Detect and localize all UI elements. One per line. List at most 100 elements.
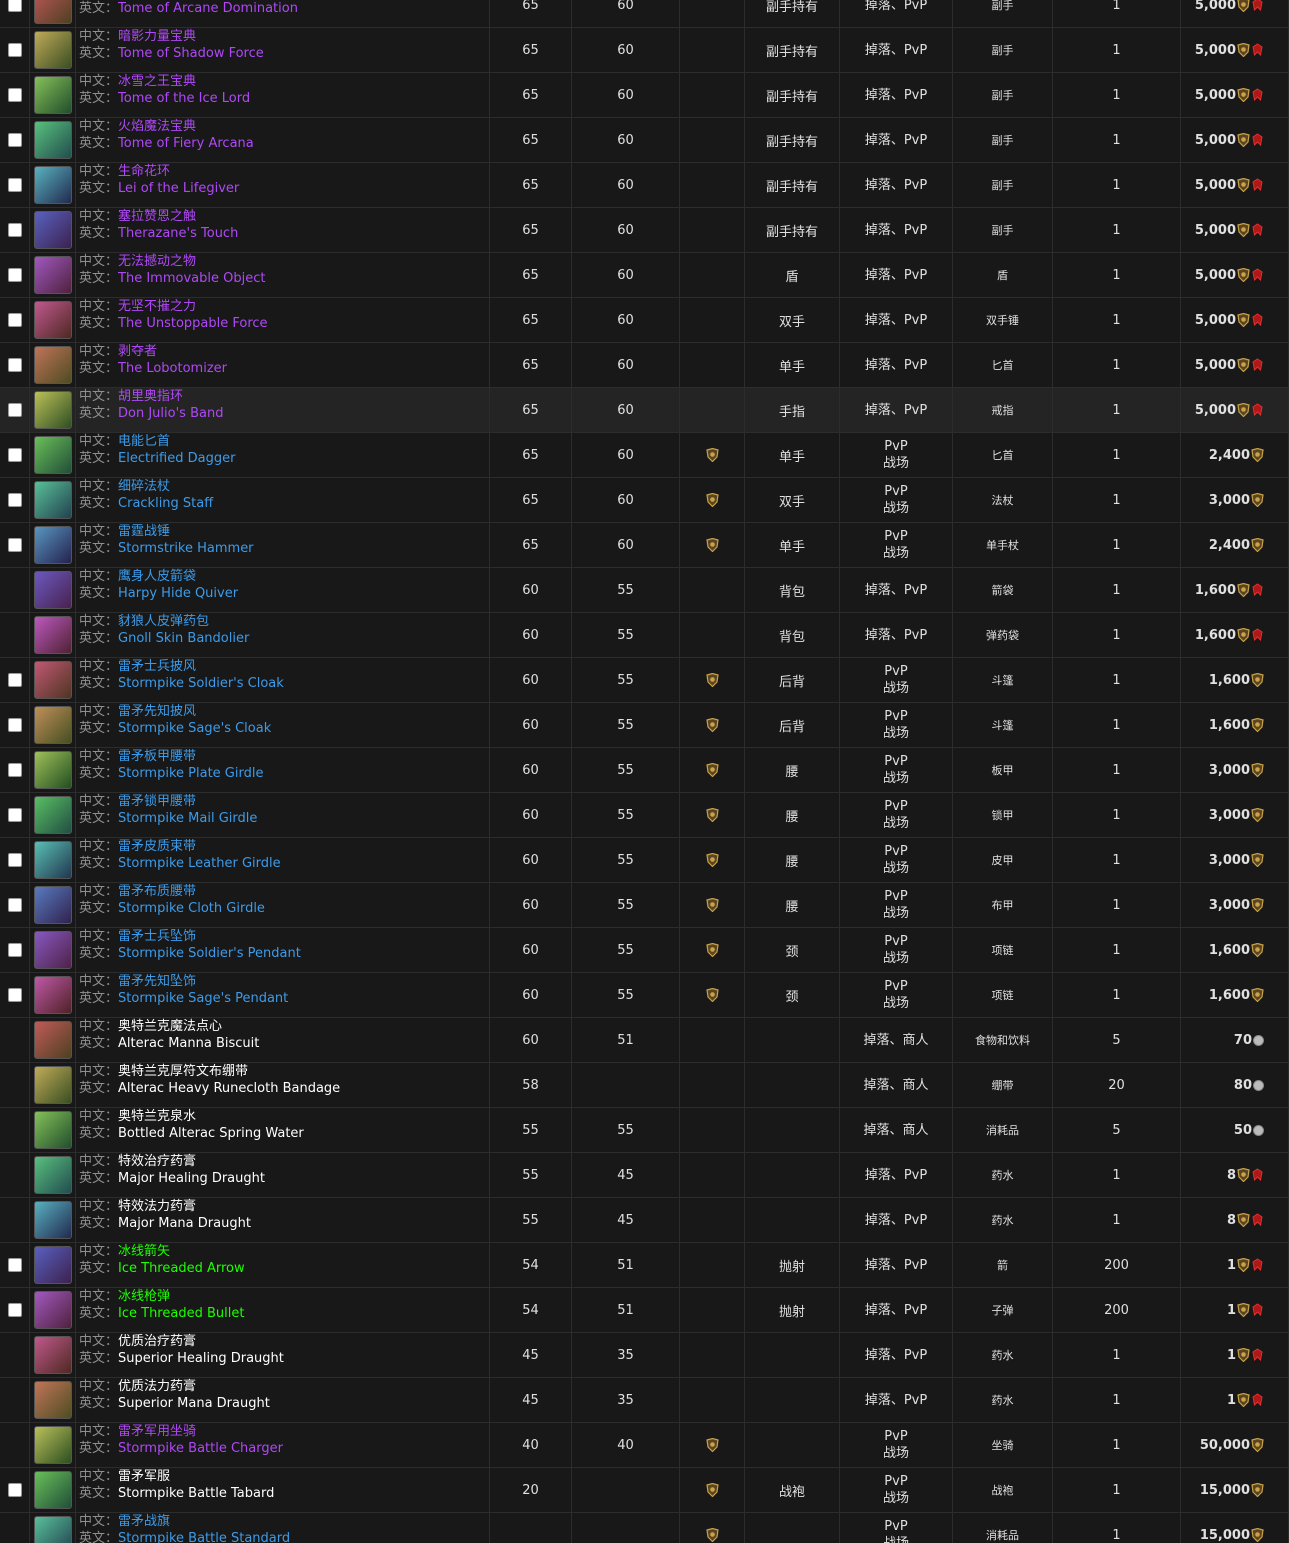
item-row[interactable]: 中文：特效治疗药膏 英文：Major Healing Draught 55 45 掉落、… — [0, 1153, 1289, 1198]
item-row[interactable]: 中文：火焰魔法宝典 英文：Tome of Fiery Arcana 65 60 副手持有… — [0, 118, 1289, 163]
cn-name[interactable]: 雷矛板甲腰带 — [118, 749, 197, 764]
item-row[interactable]: 中文：塞拉赞恩之触 英文：Therazane's Touch 65 60 副手持有 掉落、… — [0, 208, 1289, 253]
en-name[interactable]: Alterac Heavy Runecloth Bandage — [118, 1081, 341, 1096]
item-row[interactable]: 中文：优质治疗药膏 英文：Superior Healing Draught 45 35… — [0, 1333, 1289, 1378]
cn-name[interactable]: 雷矛锁甲腰带 — [118, 794, 197, 809]
checkbox[interactable] — [7, 673, 22, 687]
checkbox[interactable] — [7, 448, 22, 462]
cn-name[interactable]: 优质治疗药膏 — [118, 1334, 197, 1349]
cn-name[interactable]: 雷矛先知披风 — [118, 704, 197, 719]
cn-name[interactable]: 奥特兰克厚符文布绷带 — [118, 1064, 249, 1079]
cn-name[interactable]: 暗影力量宝典 — [118, 29, 197, 44]
cn-name[interactable]: 特效法力药膏 — [118, 1199, 197, 1214]
checkbox[interactable] — [7, 223, 22, 237]
cn-name[interactable]: 雷霆战锤 — [118, 524, 171, 539]
checkbox[interactable] — [7, 1258, 22, 1272]
item-row[interactable]: 中文：电能匕首 英文：Electrified Dagger 65 60 单手 PvP 战场… — [0, 433, 1289, 478]
en-name[interactable]: Tome of Fiery Arcana — [118, 136, 254, 151]
checkbox[interactable] — [7, 1303, 22, 1317]
item-row[interactable]: 中文：优质法力药膏 英文：Superior Mana Draught 45 35 掉落、… — [0, 1378, 1289, 1423]
cn-name[interactable]: 胡里奥指环 — [118, 389, 184, 404]
item-row[interactable]: 中文：奥术统御宝典英文：Tome of Arcane Domination 65 6… — [0, 0, 1289, 28]
checkbox[interactable] — [7, 403, 22, 417]
item-row[interactable]: 中文：雷矛士兵披风 英文：Stormpike Soldier's Cloak 60 5… — [0, 658, 1289, 703]
cn-name[interactable]: 无法撼动之物 — [118, 254, 197, 269]
cn-name[interactable]: 雷矛皮质束带 — [118, 839, 197, 854]
en-name[interactable]: Stormstrike Hammer — [118, 541, 254, 556]
cn-name[interactable]: 塞拉赞恩之触 — [118, 209, 197, 224]
checkbox[interactable] — [7, 898, 22, 912]
item-row[interactable]: 中文：细碎法杖 英文：Crackling Staff 65 60 双手 PvP 战场 法杖 1… — [0, 478, 1289, 523]
cn-name[interactable]: 雷矛士兵披风 — [118, 659, 197, 674]
item-row[interactable]: 中文：雷矛先知坠饰 英文：Stormpike Sage's Pendant 60 55… — [0, 973, 1289, 1018]
cn-name[interactable]: 电能匕首 — [118, 434, 171, 449]
cn-name[interactable]: 雷矛军服 — [118, 1469, 171, 1484]
en-name[interactable]: Tome of Arcane Domination — [118, 1, 298, 16]
item-row[interactable]: 中文：雷矛先知披风 英文：Stormpike Sage's Cloak 60 55 后背… — [0, 703, 1289, 748]
item-row[interactable]: 中文：胡里奥指环 英文：Don Julio's Band 65 60 手指 掉落、PvP 戒… — [0, 388, 1289, 433]
item-row[interactable]: 中文：豺狼人皮弹药包 英文：Gnoll Skin Bandolier 60 55 背包 掉… — [0, 613, 1289, 658]
en-name[interactable]: The Immovable Object — [118, 271, 266, 286]
cn-name[interactable]: 冰线箭矢 — [118, 1244, 171, 1259]
item-row[interactable]: 中文：无法撼动之物 英文：The Immovable Object 65 60 盾 掉落、… — [0, 253, 1289, 298]
cn-name[interactable]: 雷矛士兵坠饰 — [118, 929, 197, 944]
en-name[interactable]: Superior Healing Draught — [118, 1351, 284, 1366]
en-name[interactable]: Therazane's Touch — [118, 226, 239, 241]
item-row[interactable]: 中文：雷矛皮质束带 英文：Stormpike Leather Girdle 60 55… — [0, 838, 1289, 883]
item-row[interactable]: 中文：奥特兰克泉水 英文：Bottled Alterac Spring Water… — [0, 1108, 1289, 1153]
en-name[interactable]: Major Healing Draught — [118, 1171, 265, 1186]
checkbox[interactable] — [7, 493, 22, 507]
en-name[interactable]: Stormpike Battle Standard — [118, 1531, 291, 1543]
item-row[interactable]: 中文：雷矛布质腰带 英文：Stormpike Cloth Girdle 60 55 腰 P… — [0, 883, 1289, 928]
cn-name[interactable]: 雷矛军用坐骑 — [118, 1424, 197, 1439]
cn-name[interactable]: 雷矛战旗 — [118, 1514, 171, 1529]
en-name[interactable]: Stormpike Soldier's Cloak — [118, 676, 284, 691]
en-name[interactable]: Stormpike Plate Girdle — [118, 766, 264, 781]
en-name[interactable]: Tome of Shadow Force — [118, 46, 264, 61]
en-name[interactable]: Ice Threaded Bullet — [118, 1306, 245, 1321]
cn-name[interactable]: 奥特兰克魔法点心 — [118, 1019, 223, 1034]
en-name[interactable]: Gnoll Skin Bandolier — [118, 631, 250, 646]
en-name[interactable]: Stormpike Battle Tabard — [118, 1486, 275, 1501]
cn-name[interactable]: 鹰身人皮箭袋 — [118, 569, 197, 584]
en-name[interactable]: Alterac Manna Biscuit — [118, 1036, 260, 1051]
checkbox[interactable] — [7, 358, 22, 372]
item-row[interactable]: 中文：剥夺者 英文：The Lobotomizer 65 60 单手 掉落、PvP 匕首 1 5… — [0, 343, 1289, 388]
en-name[interactable]: The Unstoppable Force — [118, 316, 268, 331]
en-name[interactable]: Harpy Hide Quiver — [118, 586, 239, 601]
checkbox[interactable] — [7, 763, 22, 777]
en-name[interactable]: Electrified Dagger — [118, 451, 236, 466]
item-row[interactable]: 中文：雷矛板甲腰带 英文：Stormpike Plate Girdle 60 55 腰 P… — [0, 748, 1289, 793]
checkbox[interactable] — [7, 538, 22, 552]
item-row[interactable]: 中文：特效法力药膏 英文：Major Mana Draught 55 45 掉落、PvP… — [0, 1198, 1289, 1243]
cn-name[interactable]: 冰雪之王宝典 — [118, 74, 197, 89]
item-row[interactable]: 中文：冰线枪弹 英文：Ice Threaded Bullet 54 51 抛射 掉落、Pv… — [0, 1288, 1289, 1333]
en-name[interactable]: Bottled Alterac Spring Water — [118, 1126, 304, 1141]
cn-name[interactable]: 生命花环 — [118, 164, 171, 179]
cn-name[interactable]: 细碎法杖 — [118, 479, 171, 494]
cn-name[interactable]: 冰线枪弹 — [118, 1289, 171, 1304]
item-row[interactable]: 中文：鹰身人皮箭袋 英文：Harpy Hide Quiver 60 55 背包 掉落、Pv… — [0, 568, 1289, 613]
en-name[interactable]: Stormpike Sage's Cloak — [118, 721, 272, 736]
checkbox[interactable] — [7, 943, 22, 957]
cn-name[interactable]: 雷矛布质腰带 — [118, 884, 197, 899]
item-row[interactable]: 中文：无坚不摧之力 英文：The Unstoppable Force 65 60 双手 掉… — [0, 298, 1289, 343]
checkbox[interactable] — [7, 853, 22, 867]
checkbox[interactable] — [7, 43, 22, 57]
en-name[interactable]: Stormpike Cloth Girdle — [118, 901, 265, 916]
item-row[interactable]: 中文：奥特兰克厚符文布绷带 英文：Alterac Heavy Runecloth … — [0, 1063, 1289, 1108]
item-row[interactable]: 中文：奥特兰克魔法点心 英文：Alterac Manna Biscuit 60 51 掉… — [0, 1018, 1289, 1063]
cn-name[interactable]: 雷矛先知坠饰 — [118, 974, 197, 989]
en-name[interactable]: Ice Threaded Arrow — [118, 1261, 245, 1276]
checkbox[interactable] — [7, 313, 22, 327]
item-row[interactable]: 中文：雷矛军用坐骑 英文：Stormpike Battle Charger 40 40… — [0, 1423, 1289, 1468]
cn-name[interactable]: 优质法力药膏 — [118, 1379, 197, 1394]
checkbox[interactable] — [7, 178, 22, 192]
checkbox[interactable] — [7, 1483, 22, 1497]
checkbox[interactable] — [7, 718, 22, 732]
item-row[interactable]: 中文：雷矛士兵坠饰 英文：Stormpike Soldier's Pendant 6… — [0, 928, 1289, 973]
en-name[interactable]: Stormpike Leather Girdle — [118, 856, 281, 871]
checkbox[interactable] — [7, 88, 22, 102]
item-row[interactable]: 中文：生命花环 英文：Lei of the Lifegiver 65 60 副手持有 掉落… — [0, 163, 1289, 208]
